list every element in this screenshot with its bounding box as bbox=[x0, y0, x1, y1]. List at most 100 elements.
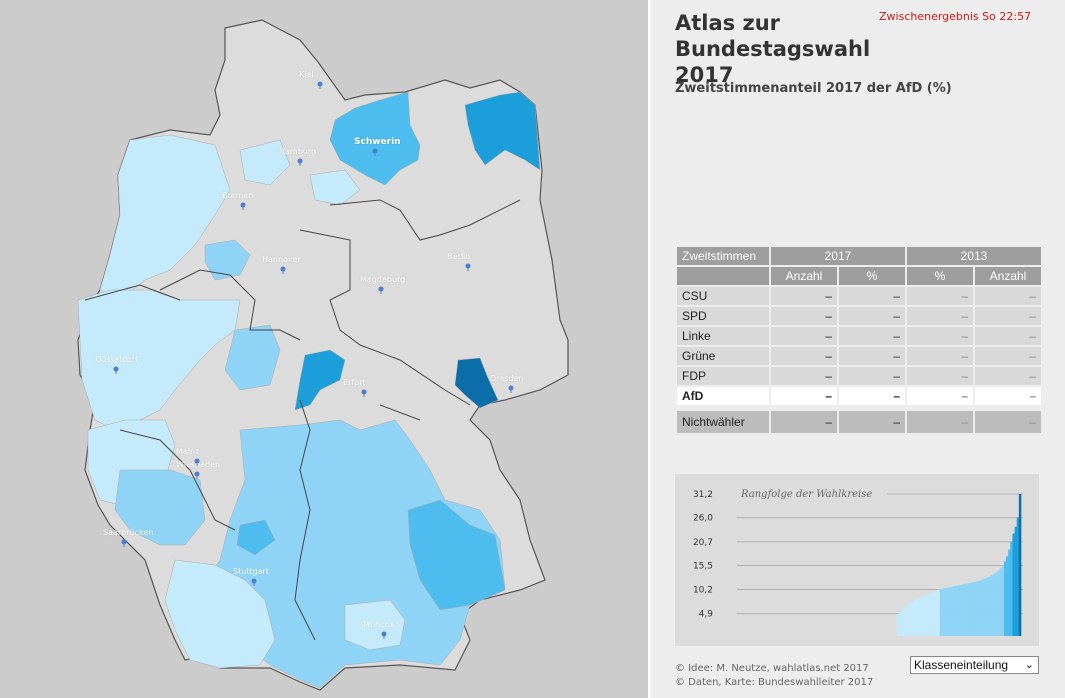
pane-divider[interactable] bbox=[648, 0, 651, 698]
rank-bar bbox=[899, 611, 902, 636]
city-label-mainz[interactable]: Mainz bbox=[176, 447, 200, 456]
city-label-saarbrcken[interactable]: Saarbrücken bbox=[103, 528, 154, 537]
cell-anzahl-2017: – bbox=[769, 345, 839, 367]
map-pane[interactable]: Kiel Hamburg Schwerin Bremen Hannover Berlin M… bbox=[0, 0, 648, 698]
ranking-chart: 4,9 10,2 15,5 20,7 26,0 31,2 Rangfolge der Wah… bbox=[675, 474, 1039, 646]
map-pin-icon bbox=[372, 148, 378, 156]
region-southwest-mid[interactable] bbox=[114, 469, 206, 546]
rank-bar bbox=[1018, 494, 1022, 636]
cell-pct-2017: – bbox=[837, 409, 907, 435]
credit-data: © Daten, Karte: Bundeswahlleiter 2017 bbox=[675, 677, 874, 688]
y-tick-label: 10,2 bbox=[693, 586, 713, 596]
region-saxony-darkest[interactable] bbox=[454, 357, 499, 409]
rank-bar bbox=[993, 573, 996, 636]
rank-bar bbox=[933, 591, 936, 636]
city-label-dresden[interactable]: Dresden bbox=[490, 374, 524, 383]
rank-bar bbox=[1003, 561, 1007, 636]
rank-bar bbox=[909, 602, 913, 636]
city-label-erfurt[interactable]: Erfurt bbox=[343, 378, 366, 387]
city-label-hannover[interactable]: Hannover bbox=[262, 255, 301, 264]
rank-bar bbox=[976, 581, 979, 636]
cell-pct-2013: – bbox=[905, 365, 975, 387]
rank-bar bbox=[914, 600, 917, 636]
table-row-afd[interactable]: AfD – – – – bbox=[675, 385, 1043, 407]
region-stuttgart-mid[interactable] bbox=[236, 519, 276, 556]
rank-bar bbox=[924, 595, 928, 636]
city-label-mnchen[interactable]: München bbox=[363, 620, 400, 629]
city-label-kiel[interactable]: Kiel bbox=[299, 70, 314, 79]
rank-bar bbox=[916, 599, 919, 636]
table-subheader-pct-2017: % bbox=[837, 265, 907, 287]
region-hanover-mid[interactable] bbox=[204, 239, 251, 281]
table-row-grüne[interactable]: Grüne – – – – bbox=[675, 345, 1043, 367]
cell-pct-2013: – bbox=[905, 345, 975, 367]
region-schwerin[interactable] bbox=[329, 91, 421, 186]
ranking-chart-svg: 4,9 10,2 15,5 20,7 26,0 31,2 Rangfolge der Wah… bbox=[693, 486, 1023, 636]
region-munich-light[interactable] bbox=[344, 599, 406, 651]
cell-pct-2017: – bbox=[837, 345, 907, 367]
party-name: FDP bbox=[675, 365, 771, 387]
cell-anzahl-2017: – bbox=[769, 365, 839, 387]
map-subtitle: Zweitstimmenanteil 2017 der AfD (%) bbox=[675, 81, 952, 96]
rank-bar bbox=[995, 572, 998, 636]
rank-bar bbox=[920, 596, 923, 636]
cell-pct-2013: – bbox=[905, 325, 975, 347]
rank-bar bbox=[963, 584, 966, 636]
city-label-bremen[interactable]: Bremen bbox=[222, 191, 254, 200]
table-row-nichtwaehler[interactable]: Nichtwähler – – – – bbox=[675, 409, 1043, 435]
party-name: CSU bbox=[675, 285, 771, 307]
city-label-dsseldorf[interactable]: Düsseldorf bbox=[95, 355, 138, 364]
classification-select[interactable]: Klasseneinteilung ⌄ bbox=[910, 656, 1039, 674]
y-tick-label: 31,2 bbox=[693, 490, 713, 500]
rank-bar bbox=[944, 588, 947, 636]
map-pin-icon bbox=[361, 389, 367, 397]
city-label-schwerin[interactable]: Schwerin bbox=[354, 137, 401, 147]
cell-pct-2013: – bbox=[905, 285, 975, 307]
classification-select-value: Klasseneinteilung bbox=[914, 658, 1009, 672]
region-east-bavaria-dark[interactable] bbox=[407, 499, 506, 611]
rank-bar bbox=[926, 594, 930, 636]
map-pin-icon bbox=[508, 385, 514, 393]
y-tick-label: 26,0 bbox=[693, 514, 713, 524]
region-hamburg-light[interactable] bbox=[239, 139, 291, 186]
rank-bar bbox=[1001, 565, 1005, 636]
rank-bar bbox=[1010, 541, 1013, 636]
cell-pct-2017: – bbox=[837, 365, 907, 387]
table-row-spd[interactable]: SPD – – – – bbox=[675, 305, 1043, 327]
region-brandenburg-light[interactable] bbox=[309, 169, 361, 206]
cell-anzahl-2013: – bbox=[973, 325, 1043, 347]
city-label-berlin[interactable]: Berlin bbox=[447, 252, 471, 261]
city-label-wiesbaden[interactable]: Wiesbaden bbox=[176, 460, 221, 469]
city-label-stuttgart[interactable]: Stuttgart bbox=[233, 567, 269, 576]
region-hesse-mid[interactable] bbox=[224, 324, 281, 391]
chevron-down-icon: ⌄ bbox=[1024, 659, 1034, 671]
rank-bar bbox=[986, 577, 990, 636]
cell-pct-2017: – bbox=[837, 385, 907, 407]
rank-bar bbox=[931, 592, 934, 636]
table-subheader-anzahl-2013: Anzahl bbox=[973, 265, 1043, 287]
region-thuringia-dark[interactable] bbox=[294, 349, 346, 411]
cell-pct-2017: – bbox=[837, 285, 907, 307]
table-spacer-cell bbox=[676, 406, 1042, 410]
rank-bar bbox=[984, 578, 988, 636]
region-vorpommern[interactable] bbox=[464, 91, 541, 171]
table-row-csu[interactable]: CSU – – – – bbox=[675, 285, 1043, 307]
cell-anzahl-2017: – bbox=[769, 285, 839, 307]
cell-anzahl-2017: – bbox=[769, 409, 839, 435]
y-tick-label: 15,5 bbox=[693, 561, 713, 571]
region-bw-light[interactable] bbox=[164, 559, 276, 669]
city-label-hamburg[interactable]: Hamburg bbox=[279, 147, 317, 156]
germany-map[interactable] bbox=[0, 0, 648, 698]
rank-bar bbox=[999, 568, 1003, 636]
table-row-linke[interactable]: Linke – – – – bbox=[675, 325, 1043, 347]
map-pin-icon bbox=[240, 202, 246, 210]
rank-bar bbox=[954, 585, 958, 636]
rank-bar bbox=[980, 580, 983, 636]
table-row-fdp[interactable]: FDP – – – – bbox=[675, 365, 1043, 387]
rank-bar bbox=[973, 581, 977, 636]
city-label-magdeburg[interactable]: Magdeburg bbox=[360, 275, 406, 284]
table-header-label: Zweitstimmen bbox=[675, 245, 771, 267]
region-west-light[interactable] bbox=[99, 134, 231, 301]
rank-bar bbox=[988, 576, 992, 636]
party-name: Grüne bbox=[675, 345, 771, 367]
